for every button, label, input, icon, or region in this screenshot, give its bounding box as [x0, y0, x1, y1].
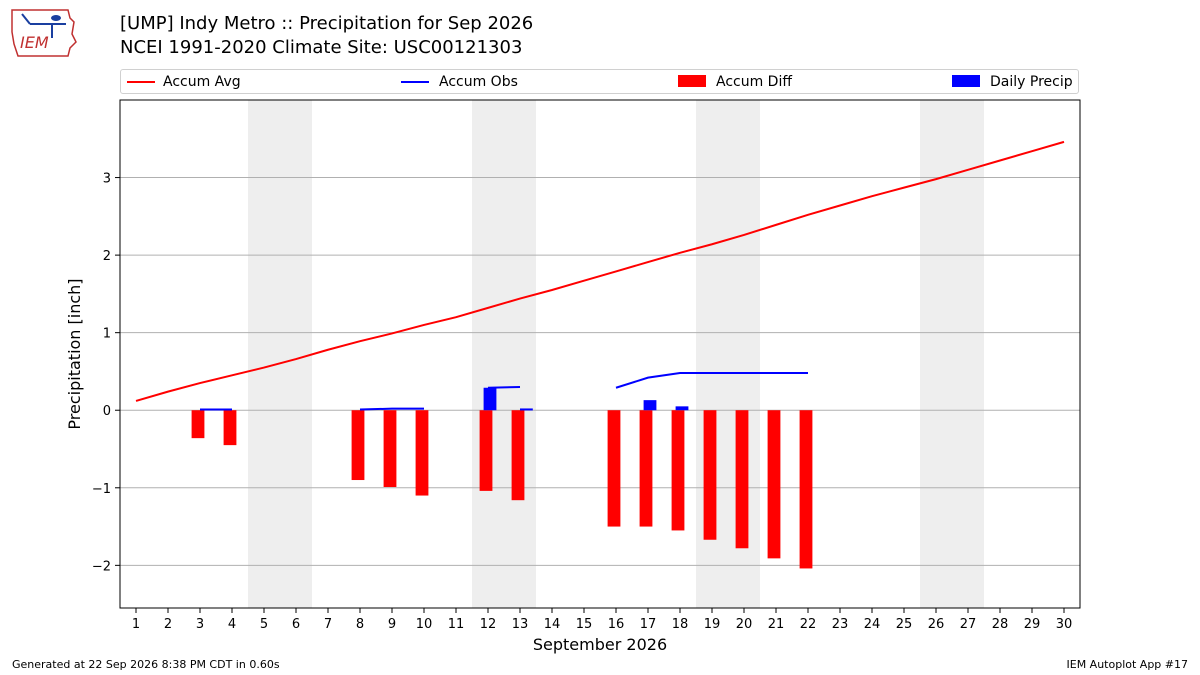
- accum-diff-bar: [383, 410, 397, 488]
- x-tick-label: 13: [512, 617, 529, 632]
- lines: [135, 140, 1065, 411]
- legend-swatch-accum-avg: [127, 81, 155, 83]
- x-tick-label: 12: [480, 617, 497, 632]
- weekend-shading: [248, 100, 984, 608]
- x-tick-label: 15: [576, 617, 593, 632]
- x-tick-label: 19: [704, 617, 721, 632]
- bars: [191, 387, 813, 569]
- x-tick-label: 7: [324, 617, 332, 632]
- weekend-shade: [472, 100, 536, 608]
- accum-diff-bar: [607, 410, 621, 527]
- plot-frame: [119, 99, 1081, 609]
- title-line-2: NCEI 1991-2020 Climate Site: USC00121303: [120, 37, 523, 58]
- x-tick-label: 26: [928, 617, 945, 632]
- accum-diff-bar: [735, 410, 749, 549]
- accum-diff-bar: [639, 410, 653, 527]
- y-axis-label: Precipitation [inch]: [65, 278, 84, 429]
- y-tick-label: 0: [103, 404, 111, 419]
- logo-text: IEM: [20, 33, 49, 52]
- legend-swatch-accum-obs: [401, 81, 429, 83]
- x-axis-ticks: 1 2 3 4 5 6 7 8 9 10 11 12 13 14 15 16 17 18 19 20 21 22 23 24 2…: [132, 608, 1072, 632]
- accum-obs-line: [359, 407, 424, 411]
- x-tick-label: 9: [388, 617, 396, 632]
- x-tick-label: 6: [292, 617, 300, 632]
- x-tick-label: 14: [544, 617, 561, 632]
- y-tick-label: 3: [103, 172, 111, 187]
- x-tick-label: 1: [132, 617, 140, 632]
- x-tick-label: 23: [832, 617, 849, 632]
- x-tick-label: 30: [1056, 617, 1073, 632]
- accum-diff-bar: [703, 410, 717, 540]
- x-tick-label: 28: [992, 617, 1009, 632]
- iem-logo-graphic: IEM: [11, 9, 77, 57]
- legend-label-accum-obs: Accum Obs: [439, 74, 518, 90]
- app-label: IEM Autoplot App #17: [1066, 658, 1189, 671]
- x-tick-label: 3: [196, 617, 204, 632]
- x-tick-label: 4: [228, 617, 236, 632]
- accum-diff-bar: [479, 410, 493, 491]
- daily-precip-bar: [643, 400, 657, 411]
- x-tick-label: 17: [640, 617, 657, 632]
- accum-avg-line: [135, 140, 1065, 402]
- accum-diff-bar: [223, 410, 237, 446]
- legend: Accum Avg Accum Obs Accum Diff Daily Pre…: [120, 69, 1079, 94]
- y-gridlines: [120, 177, 1080, 566]
- weekend-shade: [920, 100, 984, 608]
- title-line-1: [UMP] Indy Metro :: Precipitation for Se…: [120, 13, 534, 34]
- x-axis-label: September 2026: [533, 635, 667, 654]
- x-tick-label: 29: [1024, 617, 1041, 632]
- x-tick-label: 18: [672, 617, 689, 632]
- y-axis-ticks: −2 −1 0 1 2 3: [92, 172, 120, 574]
- legend-item-accum-diff: Accum Diff: [678, 73, 878, 91]
- accum-diff-bar: [799, 410, 813, 569]
- accum-diff-bar: [767, 410, 781, 559]
- x-tick-label: 10: [416, 617, 433, 632]
- x-tick-label: 20: [736, 617, 753, 632]
- accum-obs-line: [487, 385, 521, 389]
- legend-swatch-accum-diff: [678, 75, 706, 87]
- daily-precip-bar: [675, 406, 689, 411]
- x-tick-label: 22: [800, 617, 817, 632]
- daily-precip-bar: [483, 387, 497, 411]
- x-tick-label: 8: [356, 617, 364, 632]
- legend-item-accum-avg: Accum Avg: [125, 73, 325, 91]
- accum-diff-bar: [191, 410, 205, 439]
- legend-item-accum-obs: Accum Obs: [401, 73, 601, 91]
- accum-obs-line: [615, 372, 808, 389]
- x-tick-label: 11: [448, 617, 465, 632]
- x-tick-label: 24: [864, 617, 881, 632]
- x-tick-label: 21: [768, 617, 785, 632]
- legend-label-accum-avg: Accum Avg: [163, 74, 241, 90]
- legend-swatch-daily-precip: [952, 75, 980, 87]
- legend-item-daily-precip: Daily Precip: [952, 73, 1077, 91]
- y-tick-label: −2: [92, 559, 111, 574]
- accum-diff-bar: [415, 410, 429, 496]
- x-tick-label: 27: [960, 617, 977, 632]
- legend-label-daily-precip: Daily Precip: [990, 74, 1073, 90]
- y-tick-label: −1: [92, 482, 111, 497]
- legend-label-accum-diff: Accum Diff: [716, 74, 793, 90]
- x-tick-label: 16: [608, 617, 625, 632]
- accum-diff-bar: [511, 410, 525, 501]
- weekend-shade: [248, 100, 312, 608]
- x-tick-label: 5: [260, 617, 268, 632]
- chart-title: [UMP] Indy Metro :: Precipitation for Se…: [120, 12, 533, 60]
- y-tick-label: 1: [103, 327, 111, 342]
- accum-diff-bar: [351, 410, 365, 481]
- generated-timestamp: Generated at 22 Sep 2026 8:38 PM CDT in …: [12, 658, 280, 671]
- accum-diff-bar: [671, 410, 685, 531]
- iem-logo: IEM: [8, 4, 80, 60]
- x-tick-label: 25: [896, 617, 913, 632]
- y-tick-label: 2: [103, 249, 111, 264]
- x-tick-label: 2: [164, 617, 172, 632]
